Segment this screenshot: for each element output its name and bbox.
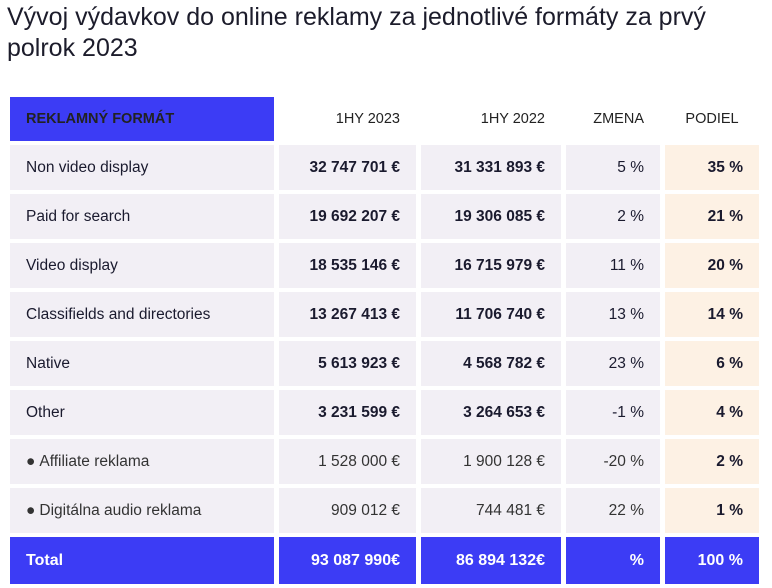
cell-1hy-2023: 18 535 146 € (279, 243, 416, 288)
cell-format: Native (10, 341, 274, 386)
cell-1hy-2023: 13 267 413 € (279, 292, 416, 337)
cell-format: Video display (10, 243, 274, 288)
cell-1hy-2022: 3 264 653 € (421, 390, 561, 435)
header-share: PODIEL (685, 111, 739, 127)
table-row: Native 5 613 923 € 4 568 782 € 23 % 6 % (10, 341, 762, 386)
cell-change: -20 % (566, 439, 660, 484)
cell-1hy-2022: 744 481 € (421, 488, 561, 533)
cell-format: Paid for search (10, 194, 274, 239)
cell-change: 2 % (566, 194, 660, 239)
cell-change: 13 % (566, 292, 660, 337)
data-table: REKLAMNÝ FORMÁT 1HY 2023 1HY 2022 ZMENA … (10, 97, 762, 584)
total-1hy-2023: 93 087 990€ (279, 537, 416, 584)
bullet-icon: ● (26, 452, 36, 470)
cell-change: -1 % (566, 390, 660, 435)
cell-1hy-2022: 19 306 085 € (421, 194, 561, 239)
total-share: 100 % (665, 537, 759, 584)
total-1hy-2022: 86 894 132€ (421, 537, 561, 584)
bullet-icon: ● (26, 501, 36, 519)
cell-1hy-2023: 19 692 207 € (279, 194, 416, 239)
total-change: % (566, 537, 660, 584)
cell-1hy-2022: 11 706 740 € (421, 292, 561, 337)
cell-1hy-2023: 909 012 € (279, 488, 416, 533)
cell-1hy-2022: 16 715 979 € (421, 243, 561, 288)
cell-change: 5 % (566, 145, 660, 190)
cell-change: 23 % (566, 341, 660, 386)
cell-format-label: Affiliate reklama (39, 452, 150, 470)
cell-1hy-2022: 1 900 128 € (421, 439, 561, 484)
table-row: ● Affiliate reklama 1 528 000 € 1 900 12… (10, 439, 762, 484)
cell-format: Other (10, 390, 274, 435)
cell-share: 20 % (665, 243, 759, 288)
cell-format: Classifields and directories (10, 292, 274, 337)
cell-share: 2 % (665, 439, 759, 484)
cell-share: 35 % (665, 145, 759, 190)
table-row: Classifields and directories 13 267 413 … (10, 292, 762, 337)
cell-format-label: Digitálna audio reklama (39, 501, 202, 519)
cell-change: 22 % (566, 488, 660, 533)
cell-1hy-2023: 3 231 599 € (279, 390, 416, 435)
cell-format: ● Affiliate reklama (10, 439, 274, 484)
total-label: Total (10, 537, 274, 584)
cell-share: 1 % (665, 488, 759, 533)
header-change: ZMENA (593, 111, 644, 127)
cell-1hy-2022: 31 331 893 € (421, 145, 561, 190)
cell-share: 21 % (665, 194, 759, 239)
table-row: Non video display 32 747 701 € 31 331 89… (10, 145, 762, 190)
cell-share: 6 % (665, 341, 759, 386)
cell-format: ● Digitálna audio reklama (10, 488, 274, 533)
table-row: Paid for search 19 692 207 € 19 306 085 … (10, 194, 762, 239)
cell-1hy-2022: 4 568 782 € (421, 341, 561, 386)
table-total-row: Total 93 087 990€ 86 894 132€ % 100 % (10, 537, 762, 584)
cell-format: Non video display (10, 145, 274, 190)
table-row: Video display 18 535 146 € 16 715 979 € … (10, 243, 762, 288)
cell-1hy-2023: 1 528 000 € (279, 439, 416, 484)
header-1hy-2022: 1HY 2022 (480, 111, 545, 127)
cell-1hy-2023: 32 747 701 € (279, 145, 416, 190)
header-1hy-2023: 1HY 2023 (335, 111, 400, 127)
cell-change: 11 % (566, 243, 660, 288)
cell-share: 14 % (665, 292, 759, 337)
table-row: ● Digitálna audio reklama 909 012 € 744 … (10, 488, 762, 533)
cell-1hy-2023: 5 613 923 € (279, 341, 416, 386)
table-row: Other 3 231 599 € 3 264 653 € -1 % 4 % (10, 390, 762, 435)
cell-share: 4 % (665, 390, 759, 435)
page-title: Vývoj výdavkov do online reklamy za jedn… (7, 3, 706, 62)
table-header-row: REKLAMNÝ FORMÁT 1HY 2023 1HY 2022 ZMENA … (10, 97, 762, 141)
header-format: REKLAMNÝ FORMÁT (10, 97, 274, 141)
